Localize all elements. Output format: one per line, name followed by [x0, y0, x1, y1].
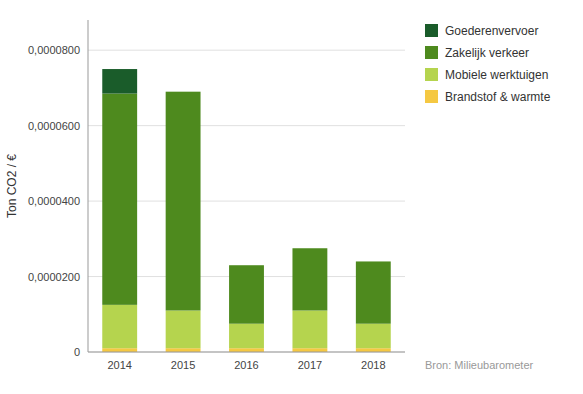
legend-label: Goederenvervoer — [445, 24, 538, 38]
legend: Goederenvervoer Zakelijk verkeer Mobiele w… — [425, 24, 551, 104]
tick-label: 0,0000200 — [28, 271, 80, 283]
bar-segment — [166, 92, 201, 311]
bar-segment — [356, 261, 391, 262]
legend-swatch — [425, 90, 438, 103]
bar-segment — [102, 305, 137, 348]
category-label: 2017 — [298, 359, 322, 371]
bar-segment — [229, 324, 264, 349]
legend-swatch — [425, 68, 438, 81]
bar-segment — [102, 348, 137, 352]
bar-segment — [292, 248, 327, 249]
category-label: 2016 — [234, 359, 258, 371]
bar-segment — [166, 348, 201, 352]
legend-label: Zakelijk verkeer — [445, 46, 529, 60]
bars — [102, 69, 390, 352]
grid — [88, 50, 405, 352]
legend-swatch — [425, 24, 438, 37]
bar-segment — [229, 265, 264, 266]
bar-segment — [166, 91, 201, 92]
bar-segment — [356, 261, 391, 323]
bar-segment — [102, 69, 137, 94]
bar-segment — [229, 265, 264, 323]
bar-segment — [292, 248, 327, 310]
source-note: Bron: Milieubarometer — [425, 359, 534, 371]
y-axis-line — [88, 20, 89, 352]
tick-label: 0,0000600 — [28, 120, 80, 132]
legend-swatch — [425, 46, 438, 59]
chart: 0 0,0000200 0,0000400 0,0000600 0,0000800 201… — [0, 0, 583, 394]
bar-segment — [292, 348, 327, 352]
x-axis-line — [88, 352, 405, 353]
category-label: 2015 — [171, 359, 195, 371]
grid-line — [88, 50, 405, 51]
y-axis-label: Ton CO2 / € — [5, 154, 19, 218]
tick-label: 0,0000800 — [28, 44, 80, 56]
legend-label: Mobiele werktuigen — [445, 68, 548, 82]
tick-label: 0,0000400 — [28, 195, 80, 207]
bar-segment — [166, 311, 201, 349]
category-label: 2014 — [107, 359, 131, 371]
bar-segment — [356, 348, 391, 352]
bar-segment — [229, 348, 264, 352]
tick-label: 0 — [74, 346, 80, 358]
grid-line — [88, 352, 405, 353]
bar-segment — [356, 324, 391, 349]
bar-segment — [292, 311, 327, 349]
category-label: 2018 — [361, 359, 385, 371]
legend-label: Brandstof & warmte — [445, 90, 551, 104]
bar-segment — [102, 94, 137, 305]
page: {"chart_data": {"type": "bar", "stacked"… — [0, 0, 583, 394]
